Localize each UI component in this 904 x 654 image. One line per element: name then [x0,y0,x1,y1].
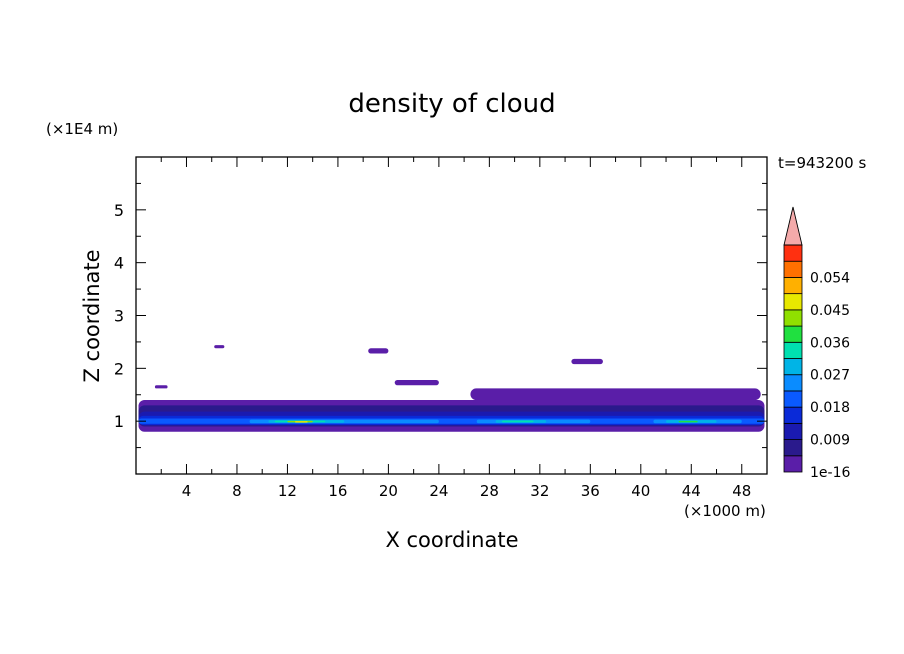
x-tick-label: 36 [581,482,600,500]
colorbar-tick-label: 0.036 [810,335,850,351]
x-tick-label: 12 [278,482,297,500]
x-tick-label: 28 [480,482,499,500]
contour-region-2 [214,345,225,349]
colorbar-tick-label: 1e-16 [810,465,850,481]
colorbar-swatch [783,374,803,392]
contour-region-5 [571,358,603,365]
x-tick-label: 20 [379,482,398,500]
colorbar-swatch [783,309,803,327]
colorbar-tick-label: 0.054 [810,270,850,286]
time-label: t=943200 s [778,154,866,172]
y-axis-ticks: 1 2 3 4 5 [114,182,767,449]
colorbar-swatch [783,293,803,311]
y-tick-label: 2 [114,359,124,378]
colorbar-swatch [783,439,803,457]
colorbar: 1e-16 0.009 0.018 0.027 0.036 0.045 0.054 [783,206,850,481]
colorbar-swatch [783,422,803,440]
contour-region-18 [501,420,534,423]
x-unit-label: (×1000 m) [684,502,766,520]
y-tick-label: 3 [114,307,124,326]
contour-fill-layer [138,345,765,432]
colorbar-swatch [783,341,803,359]
contour-region-1 [154,385,168,389]
x-axis-label: X coordinate [385,528,518,552]
colorbar-swatch [783,390,803,408]
x-tick-label: 8 [232,482,242,500]
colorbar-swatch [783,325,803,343]
colorbar-swatch [783,358,803,376]
x-tick-label: 4 [182,482,192,500]
x-tick-label: 48 [732,482,751,500]
x-tick-label: 40 [631,482,650,500]
colorbar-tick-label: 0.009 [810,433,850,449]
colorbar-over-arrow [783,206,803,246]
colorbar-tick-label: 0.045 [810,303,850,319]
x-tick-label: 44 [682,482,701,500]
colorbar-swatch [783,406,803,424]
colorbar-tick-label: 0.018 [810,400,850,416]
colorbar-swatch [783,260,803,278]
chart-title: density of cloud [348,89,555,119]
contour-region-6 [470,388,761,401]
y-tick-label: 4 [114,254,124,273]
colorbar-swatch [783,277,803,295]
x-tick-label: 16 [328,482,347,500]
x-tick-label: 32 [530,482,549,500]
colorbar-tick-label: 0.027 [810,368,850,384]
contour-region-3 [368,348,389,354]
colorbar-swatch [783,455,803,473]
y-tick-label: 5 [114,201,124,220]
y-unit-label: (×1E4 m) [46,120,118,138]
x-tick-label: 24 [429,482,448,500]
contour-region-4 [394,379,439,386]
colorbar-swatch [783,244,803,262]
x-axis-ticks: 4 8 12 16 20 24 28 32 36 40 44 48 [160,157,751,500]
contour-region-15 [295,421,308,423]
y-tick-label: 1 [114,412,124,431]
y-axis-label: Z coordinate [80,249,104,382]
contour-region-21 [678,420,698,423]
